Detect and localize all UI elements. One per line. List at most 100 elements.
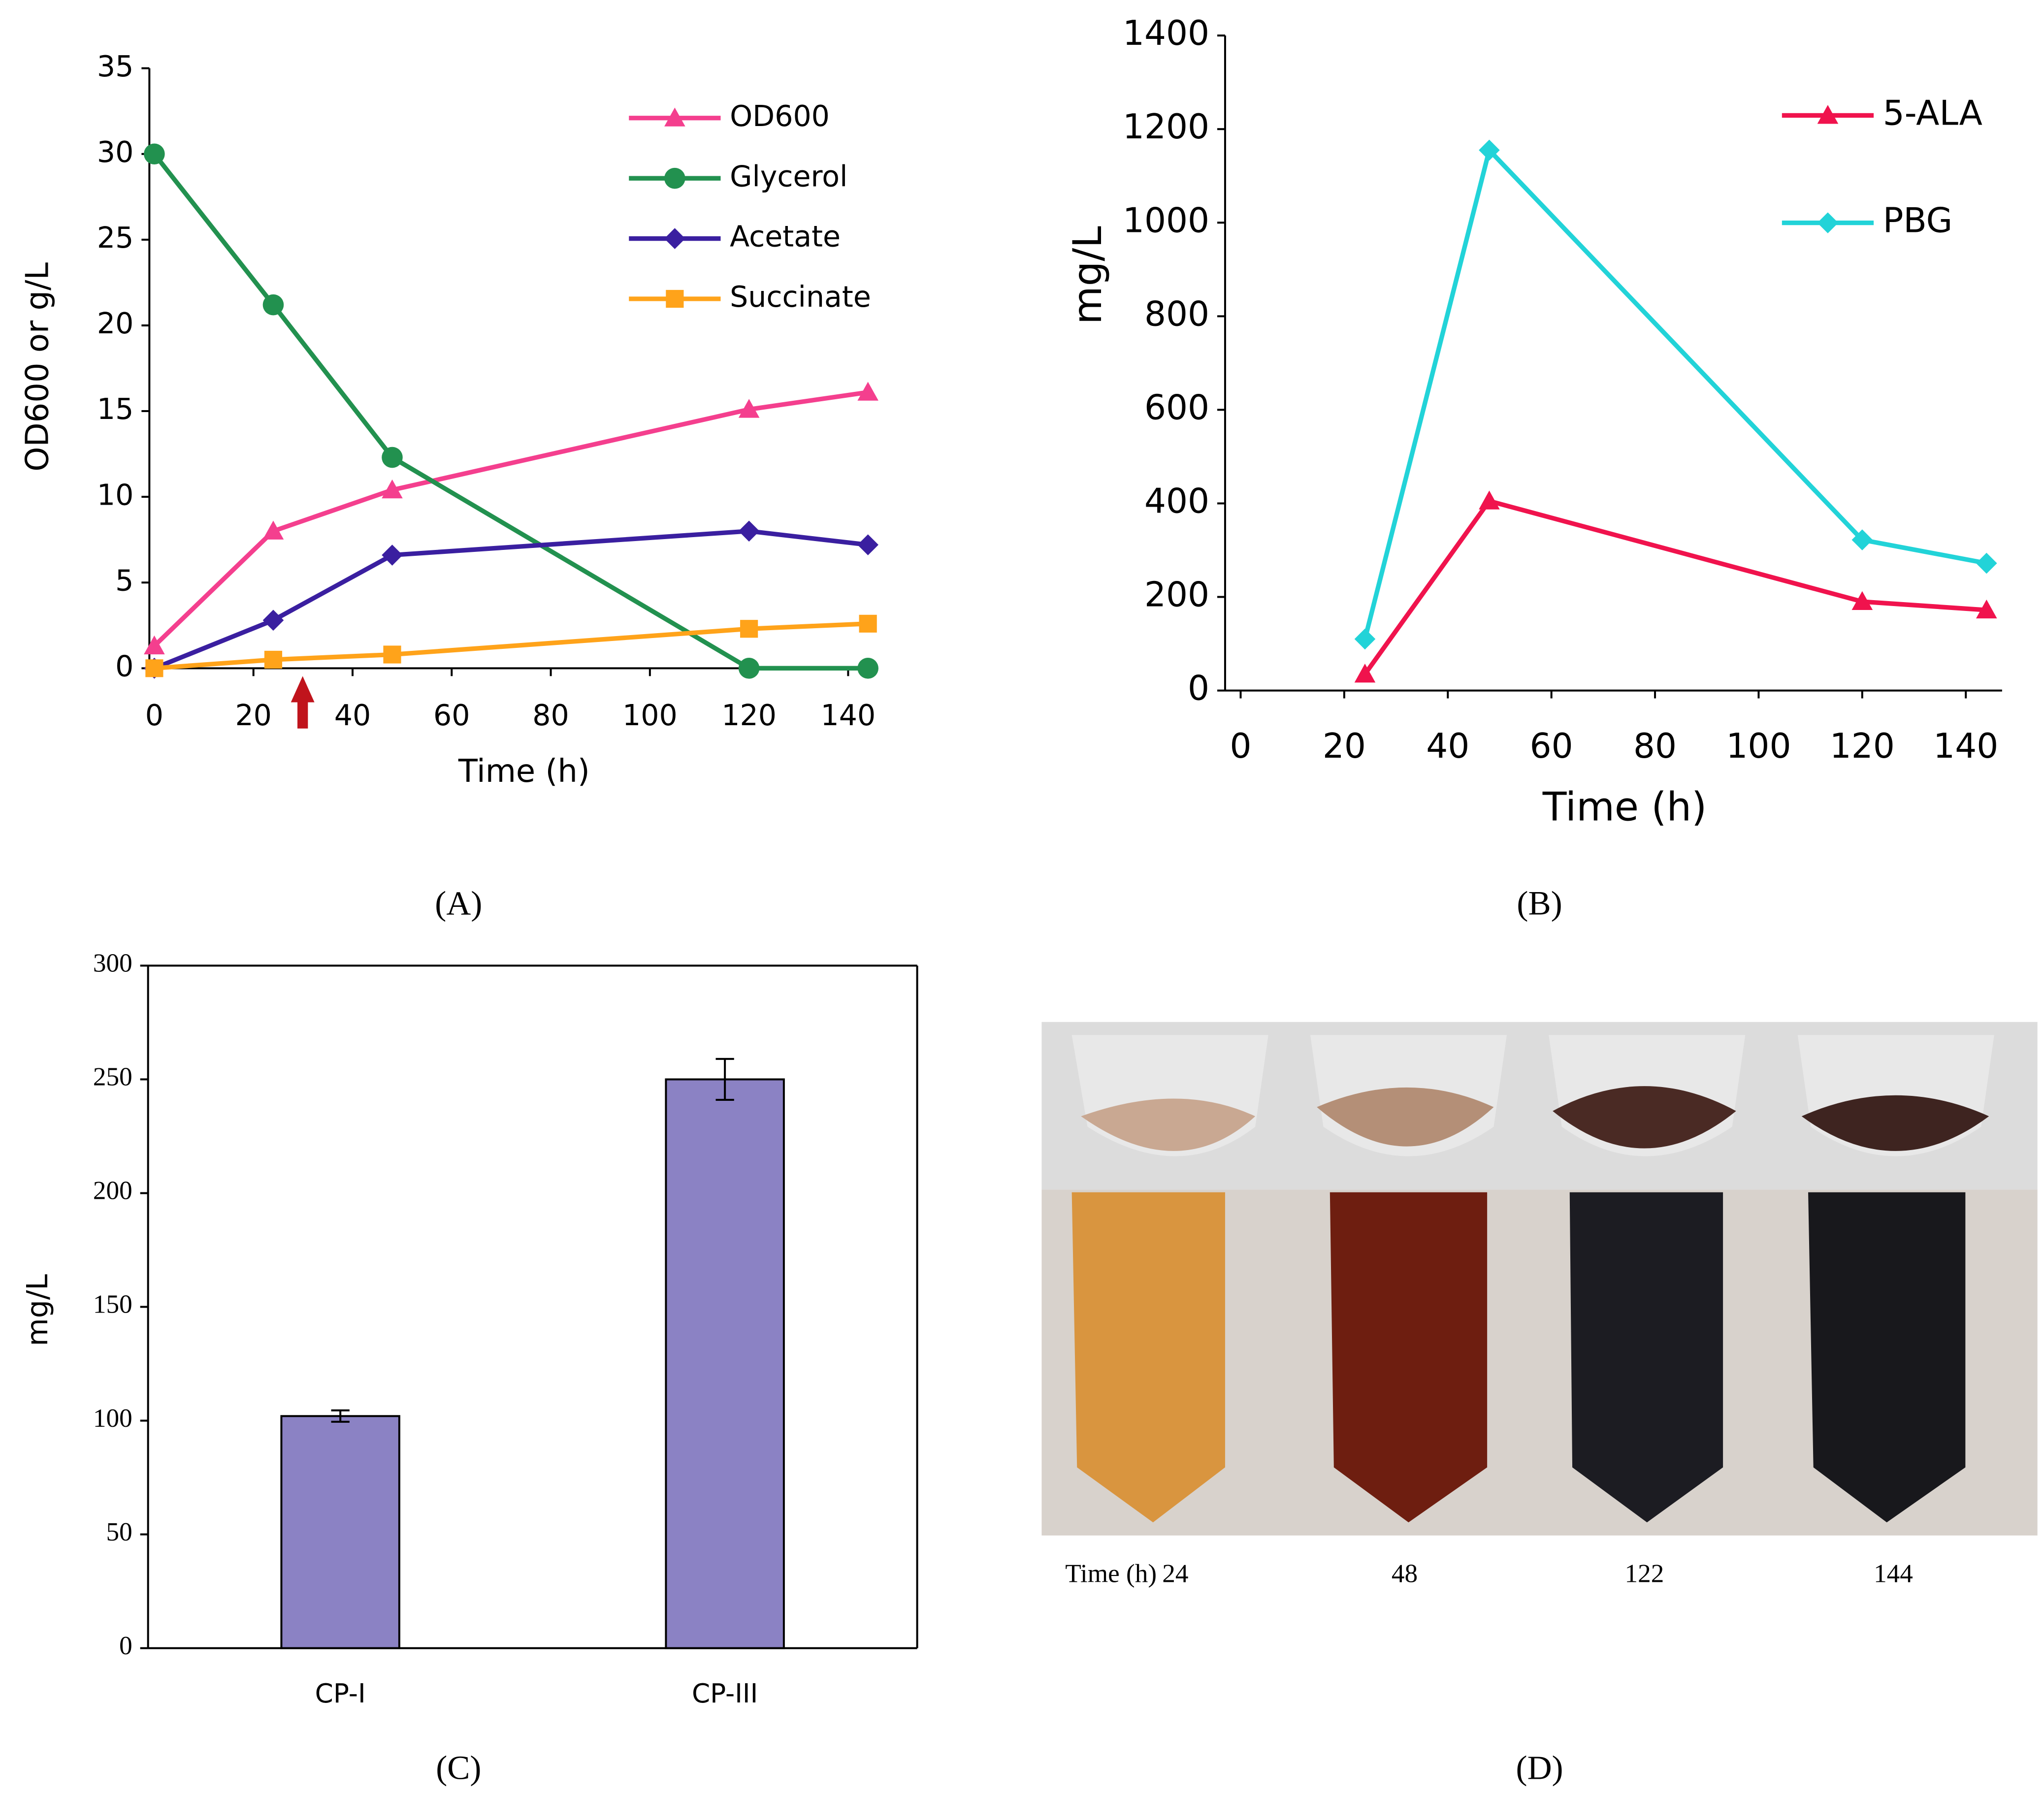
legend-label: OD600 (730, 99, 830, 133)
marker (264, 650, 283, 669)
marker (144, 143, 165, 165)
y-tick-label: 800 (1144, 294, 1209, 334)
y-tick-label: 300 (93, 949, 132, 978)
y-tick-label: 200 (93, 1176, 132, 1205)
marker (738, 658, 760, 679)
y-tick-label: 1000 (1123, 201, 1209, 240)
legend-label: PBG (1883, 201, 1953, 241)
y-axis-label: mg/L (1065, 226, 1110, 324)
marker (740, 620, 758, 638)
photo-time: 122 (1625, 1559, 1664, 1588)
y-tick-label: 400 (1144, 481, 1209, 521)
marker (262, 609, 284, 631)
panel-caption: (C) (436, 1749, 481, 1787)
photo-time: 24 (1162, 1559, 1188, 1588)
x-tick-label: 20 (235, 699, 271, 732)
x-axis-label: Time (h) (1542, 784, 1707, 830)
panel-caption: (B) (1517, 884, 1562, 922)
y-tick-label: 0 (1188, 669, 1209, 708)
marker (145, 659, 163, 677)
tube-bottoms (1071, 1192, 1966, 1523)
y-tick-label: 200 (1144, 576, 1209, 615)
y-tick-label: 1200 (1123, 107, 1209, 147)
y-tick-label: 35 (97, 50, 133, 83)
x-tick-label: CP-III (692, 1678, 758, 1709)
x-tick-label: 40 (1426, 727, 1469, 766)
marker (738, 399, 760, 418)
y-tick-label: 10 (97, 478, 133, 512)
series-line (1363, 498, 1987, 676)
x-tick-label: 120 (721, 699, 777, 732)
marker (1354, 664, 1376, 683)
y-tick-label: 20 (97, 307, 133, 340)
x-axis-label: Time (h) (458, 753, 590, 790)
legend-label: Glycerol (730, 160, 847, 193)
error-bar (331, 1409, 350, 1423)
photo-time: 48 (1392, 1559, 1418, 1588)
x-tick-label: 120 (1830, 727, 1895, 766)
photo (1041, 1022, 2038, 1536)
arrow (291, 676, 315, 729)
x-tick-label: 20 (1323, 727, 1366, 766)
x-tick-label: CP-I (315, 1678, 366, 1709)
legend-marker (664, 228, 685, 249)
x-tick-label: 140 (821, 699, 876, 732)
x-tick-label: 60 (1530, 727, 1573, 766)
legend-marker (1817, 212, 1839, 233)
x-tick-label: 140 (1933, 727, 1998, 766)
y-tick-label: 100 (93, 1404, 132, 1433)
marker (1851, 529, 1873, 550)
y-tick-label: 5 (115, 564, 133, 597)
x-tick-label: 0 (145, 699, 163, 732)
x-tick-label: 60 (433, 699, 470, 732)
x-tick-label: 40 (334, 699, 371, 732)
photo-time: 144 (1874, 1559, 1913, 1588)
legend-marker (666, 289, 684, 308)
y-tick-label: 25 (97, 221, 133, 255)
y-tick-label: 1400 (1123, 14, 1209, 53)
legend-marker (664, 167, 685, 189)
marker (857, 534, 878, 555)
y-tick-label: 15 (97, 392, 133, 426)
marker (262, 520, 284, 540)
tube-tops (1071, 1035, 1994, 1156)
marker (383, 645, 401, 664)
y-tick-label: 0 (119, 1631, 132, 1660)
bar (665, 1078, 785, 1649)
y-tick-label: 0 (115, 649, 133, 683)
y-tick-label: 30 (97, 135, 133, 169)
marker (857, 658, 878, 679)
x-tick-label: 100 (1726, 727, 1791, 766)
photo-time-label: Time (h) (1065, 1559, 1157, 1588)
panel-caption: (D) (1516, 1749, 1563, 1787)
panel-caption: (A) (435, 884, 482, 922)
y-tick-label: 150 (93, 1290, 132, 1319)
marker (382, 479, 403, 499)
marker (1479, 139, 1500, 161)
marker (262, 294, 284, 316)
marker (857, 382, 878, 401)
marker (859, 614, 877, 633)
x-tick-label: 80 (1633, 727, 1677, 766)
marker (1851, 591, 1873, 610)
error-bar (715, 1058, 734, 1101)
y-tick-label: 600 (1144, 388, 1209, 427)
marker (1976, 599, 1997, 619)
series-line (153, 390, 869, 648)
series-line (1363, 145, 1987, 640)
x-tick-label: 100 (622, 699, 678, 732)
legend-marker (664, 107, 685, 127)
legend-label: Acetate (730, 220, 841, 254)
bar (280, 1415, 400, 1649)
marker (382, 447, 403, 468)
legend-marker (1817, 105, 1839, 124)
y-axis-label: OD600 or g/L (19, 262, 56, 471)
marker (1354, 628, 1376, 650)
legend-label: 5-ALA (1883, 94, 1982, 133)
legend-label: Succinate (730, 280, 871, 314)
series-line (154, 621, 868, 671)
y-tick-label: 50 (106, 1517, 132, 1546)
marker (1479, 490, 1500, 510)
marker (738, 520, 760, 542)
